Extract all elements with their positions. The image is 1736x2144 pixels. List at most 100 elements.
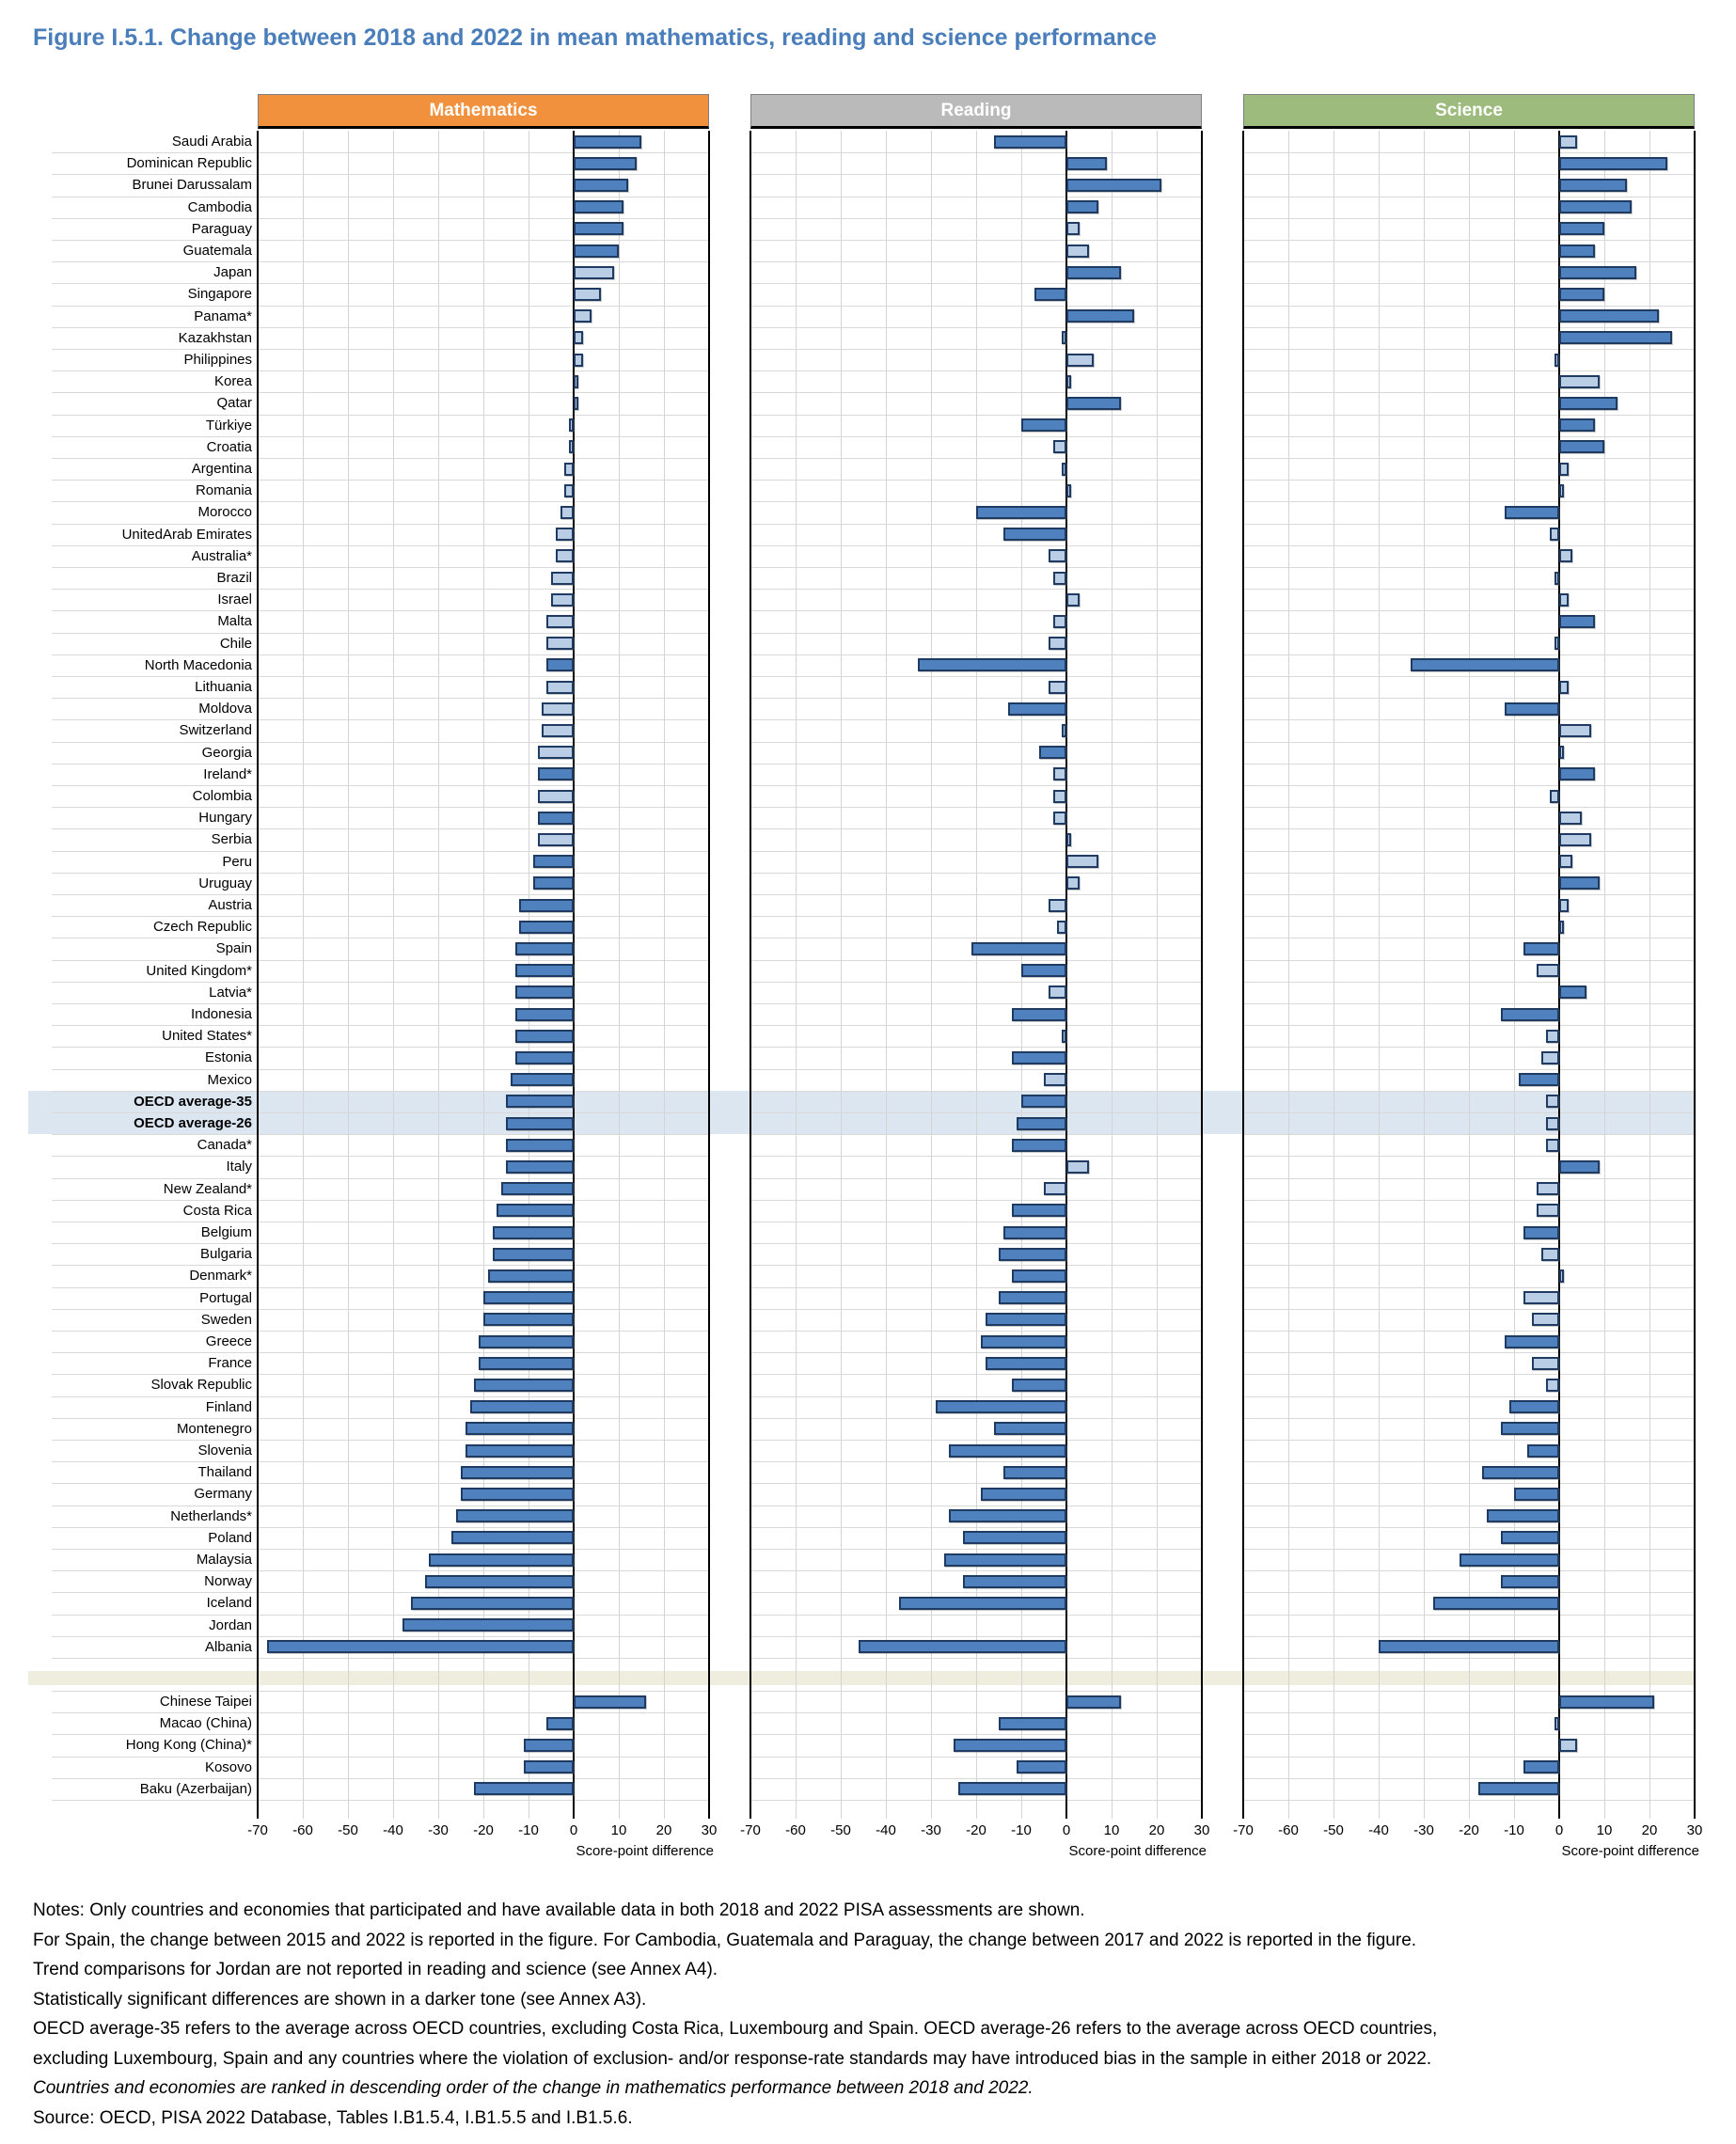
country-label: Croatia: [206, 438, 252, 455]
reading-bar: [999, 1247, 1066, 1261]
row-line: [750, 1090, 1202, 1092]
science-bar: [1559, 833, 1591, 846]
row-line: [750, 152, 1202, 154]
gridline-vertical: [348, 131, 349, 1819]
row-line: [258, 1570, 709, 1572]
mathematics-bar: [483, 1291, 574, 1305]
row-line: [1243, 1461, 1695, 1463]
x-tick-label: 20: [1641, 1822, 1658, 1838]
x-tick-label: -40: [1368, 1822, 1389, 1838]
row-line: [258, 1395, 709, 1397]
label-row-line: [52, 261, 258, 263]
science-bar: [1559, 397, 1618, 410]
mathematics-bar: [487, 1269, 574, 1283]
country-label: Ireland*: [203, 765, 252, 782]
x-tick-label: 0: [569, 1822, 578, 1838]
science-bar: [1559, 1269, 1564, 1283]
row-line: [258, 1777, 709, 1779]
row-line: [258, 414, 709, 416]
country-label: Albania: [204, 1638, 252, 1655]
country-label: Korea: [213, 373, 252, 390]
note-line: Countries and economies are ranked in de…: [33, 2078, 1034, 2098]
row-line: [750, 1352, 1202, 1354]
country-label: Guatemala: [182, 243, 252, 260]
label-row-line: [52, 1286, 258, 1288]
mathematics-bar: [546, 680, 574, 694]
row-line: [1243, 916, 1695, 918]
label-row-line: [52, 1592, 258, 1594]
reading-bar: [999, 1716, 1066, 1730]
label-row-line: [52, 1549, 258, 1550]
row-line: [1243, 1592, 1695, 1594]
row-line: [750, 807, 1202, 809]
row-line: [1243, 392, 1695, 394]
country-label: Peru: [222, 853, 252, 870]
row-line: [258, 1374, 709, 1376]
label-row-line: [52, 1003, 258, 1004]
mathematics-bar: [524, 1739, 574, 1752]
label-row-line: [52, 654, 258, 655]
country-label: Georgia: [201, 744, 252, 761]
row-line: [750, 523, 1202, 525]
country-label: Qatar: [216, 395, 252, 412]
x-tick-label: -60: [292, 1822, 313, 1838]
row-line: [750, 480, 1202, 481]
science-bar: [1514, 1488, 1559, 1501]
mathematics-bar: [465, 1422, 574, 1436]
mathematics-bar: [537, 833, 574, 846]
science-bar: [1559, 680, 1569, 694]
label-row-line: [52, 567, 258, 568]
label-row-line: [52, 741, 258, 743]
row-line: [1243, 610, 1695, 612]
country-label: Serbia: [211, 831, 252, 848]
reading-bar: [980, 1488, 1066, 1501]
country-label: Estonia: [204, 1049, 252, 1066]
row-line: [1243, 1352, 1695, 1354]
science-bar: [1559, 898, 1569, 912]
gridline-vertical: [931, 131, 932, 1819]
row-line: [258, 1549, 709, 1550]
label-row-line: [52, 1331, 258, 1332]
mathematics-bar: [514, 985, 574, 1000]
row-line: [1243, 1395, 1695, 1397]
country-label: Philippines: [183, 352, 252, 369]
row-line: [258, 654, 709, 655]
row-line: [258, 1112, 709, 1113]
mathematics-bar: [574, 265, 615, 279]
row-line: [750, 567, 1202, 568]
reading-bar: [962, 1531, 1066, 1545]
row-line: [750, 1308, 1202, 1310]
row-line: [1243, 850, 1695, 852]
row-line: [258, 894, 709, 895]
note-line: Trend comparisons for Jordan are not rep…: [33, 1960, 718, 1979]
row-line: [750, 850, 1202, 852]
row-line: [258, 741, 709, 743]
mathematics-bar: [514, 1029, 574, 1043]
science-bar: [1559, 811, 1582, 825]
country-label: North Macedonia: [144, 656, 252, 673]
mathematics-bar: [537, 767, 574, 781]
gridline-vertical: [1288, 131, 1289, 1819]
mathematics-bar: [266, 1640, 574, 1654]
science-bar: [1550, 528, 1559, 542]
row-line: [750, 872, 1202, 874]
country-label: Saudi Arabia: [171, 134, 252, 150]
row-line: [258, 1691, 709, 1692]
science-bar: [1532, 1356, 1559, 1370]
label-row-line: [52, 283, 258, 285]
mathematics-bar: [514, 1051, 574, 1064]
row-line: [750, 676, 1202, 677]
row-line: [258, 501, 709, 503]
mathematics-bar: [524, 1760, 574, 1774]
label-row-line: [52, 1090, 258, 1092]
row-line: [1243, 152, 1695, 154]
country-label: Costa Rica: [182, 1202, 252, 1219]
row-line: [1243, 1756, 1695, 1758]
science-bar: [1540, 1247, 1559, 1261]
row-line: [258, 1800, 709, 1801]
reading-bar: [949, 1443, 1066, 1458]
mathematics-bar: [510, 1073, 574, 1087]
country-label: Brazil: [216, 570, 252, 587]
row-line: [258, 1352, 709, 1354]
reading-bar: [994, 1422, 1066, 1436]
